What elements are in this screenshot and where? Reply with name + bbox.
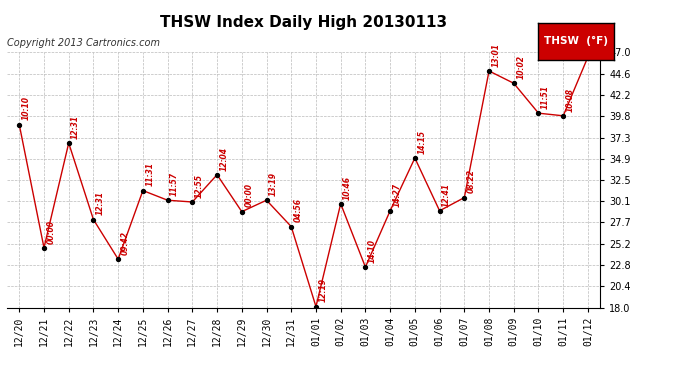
Text: 11:31: 11:31 bbox=[146, 162, 155, 186]
Text: 11:57: 11:57 bbox=[170, 172, 179, 196]
Text: 04:56: 04:56 bbox=[294, 198, 303, 222]
Text: 00:00: 00:00 bbox=[244, 183, 253, 207]
Point bbox=[112, 256, 124, 262]
Point bbox=[533, 110, 544, 116]
Point bbox=[63, 140, 75, 146]
Text: 00:00: 00:00 bbox=[591, 29, 600, 53]
Text: 12:31: 12:31 bbox=[71, 115, 80, 139]
Text: THSW  (°F): THSW (°F) bbox=[544, 36, 608, 46]
Point bbox=[14, 122, 25, 128]
Point bbox=[88, 217, 99, 223]
Point bbox=[582, 54, 593, 60]
Text: 14:27: 14:27 bbox=[393, 183, 402, 207]
Point bbox=[360, 264, 371, 270]
Point bbox=[384, 208, 395, 214]
Text: 12:55: 12:55 bbox=[195, 174, 204, 198]
Point bbox=[261, 197, 272, 203]
Point bbox=[286, 224, 297, 230]
Point bbox=[558, 113, 569, 119]
Point bbox=[335, 201, 346, 207]
Text: 14:15: 14:15 bbox=[417, 130, 426, 154]
Text: 10:02: 10:02 bbox=[516, 55, 525, 79]
Text: 10:08: 10:08 bbox=[566, 88, 575, 112]
Point bbox=[187, 199, 198, 205]
Point bbox=[212, 172, 223, 178]
Point bbox=[509, 80, 520, 86]
Text: 12:04: 12:04 bbox=[219, 147, 228, 171]
Point bbox=[39, 245, 50, 251]
Text: 08:22: 08:22 bbox=[466, 170, 476, 194]
Point bbox=[434, 208, 445, 214]
Point bbox=[484, 68, 495, 74]
Text: 12:31: 12:31 bbox=[96, 191, 105, 215]
Text: 10:46: 10:46 bbox=[343, 176, 352, 200]
Text: 13:01: 13:01 bbox=[491, 43, 500, 67]
Point bbox=[162, 197, 173, 203]
Point bbox=[409, 155, 420, 161]
Text: 13:19: 13:19 bbox=[269, 172, 278, 196]
Text: 00:00: 00:00 bbox=[46, 219, 55, 243]
Text: 11:51: 11:51 bbox=[541, 85, 550, 109]
Text: 12:19: 12:19 bbox=[318, 279, 328, 303]
Point bbox=[137, 188, 148, 194]
Point bbox=[236, 209, 247, 214]
Text: 12:41: 12:41 bbox=[442, 183, 451, 207]
Point bbox=[459, 195, 470, 201]
Text: 09:42: 09:42 bbox=[121, 231, 130, 255]
Text: 10:10: 10:10 bbox=[21, 96, 31, 120]
Point bbox=[310, 304, 322, 310]
Text: Copyright 2013 Cartronics.com: Copyright 2013 Cartronics.com bbox=[7, 38, 160, 48]
Text: THSW Index Daily High 20130113: THSW Index Daily High 20130113 bbox=[160, 15, 447, 30]
Text: 14:10: 14:10 bbox=[368, 239, 377, 263]
